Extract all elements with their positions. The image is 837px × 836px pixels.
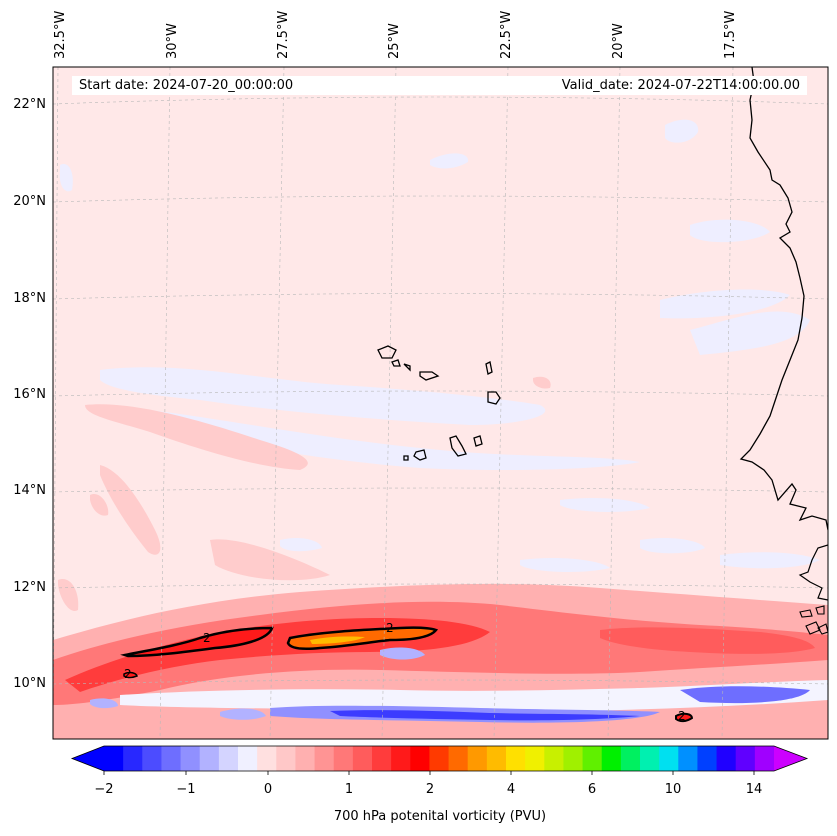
colorbar-segment [429,746,450,771]
valid-date-text: Valid_date: 2024-07-22T14:00:00.00 [561,78,800,93]
colorbar-segment [199,746,220,771]
pv-low-patch-1 [380,647,425,660]
colorbar-segment [410,746,431,771]
africa-coastline-south [798,544,828,601]
pv-low-patch-3 [90,698,118,709]
colorbar-segment [754,746,775,771]
colorbar-tick-neg2: −2 [94,782,114,797]
lat-label-10n: 10°N [13,676,46,691]
colorbar [70,745,809,775]
contour-label-south: 2 [678,709,686,723]
pv-low-streak-core [330,710,640,721]
weak-positive-patches [58,376,551,611]
contour-label-sw: 2 [124,667,132,681]
pv-low-streak-1 [120,680,828,712]
colorbar-segment [391,746,411,771]
colorbar-tick-neg1: −1 [176,782,196,797]
colorbar-arrow-left [72,746,104,771]
lat-label-22n: 22°N [13,97,46,112]
map-area [53,67,828,739]
lat-label-12n: 12°N [13,580,46,595]
colorbar-segment [659,746,679,771]
pv-band-core-east [600,627,815,654]
colorbar-segment [295,746,316,771]
colorbar-tick-0: 0 [263,782,273,797]
colorbar-segment [352,746,373,771]
pv-low-streak-east [680,686,810,704]
pv-max-core-sw [123,671,138,679]
colorbar-tick-1: 1 [344,782,354,797]
colorbar-tick-2: 2 [425,782,435,797]
colorbar-label: 700 hPa potenital vorticity (PVU) [333,809,547,824]
colorbar-segment [735,746,756,771]
lat-label-18n: 18°N [13,291,46,306]
colorbar-segment [506,746,526,771]
pv-band-middle [53,601,828,705]
colorbar-tick-6: 6 [587,782,597,797]
colorbar-segment [218,746,239,771]
start-date-text: Start date: 2024-07-20_00:00:00 [79,78,294,93]
colorbar-segment [333,746,354,771]
bissagos-islands [799,605,828,635]
colorbar-segment [142,746,163,771]
colorbar-tick-14: 14 [745,782,763,797]
colorbar-segment [467,746,488,771]
colorbar-segment [448,746,469,771]
lon-label-22-5w: 22.5°W [499,10,514,59]
colorbar-segment [161,746,182,771]
lon-label-30w: 30°W [165,23,180,59]
colorbar-segment [678,746,699,771]
graticule [53,67,828,739]
pv-max-core-west [120,626,274,658]
info-banner [72,76,807,95]
cape-verde-islands [377,345,501,461]
colorbar-arrow-right [774,746,807,771]
colorbar-segment [238,746,258,771]
colorbar-segment [563,746,584,771]
colorbar-tick-10: 10 [664,782,682,797]
colorbar-segment [104,746,124,771]
contour-label-center: 2 [386,621,394,635]
colorbar-segment [716,746,737,771]
colorbar-segment [620,746,641,771]
lat-label-20n: 20°N [13,194,46,209]
colorbar-segment [123,746,143,771]
colorbar-segment [257,746,277,771]
lon-label-25w: 25°W [387,23,402,59]
lon-label-32-5w: 32.5°W [53,10,68,59]
colorbar-segment [601,746,622,771]
lon-label-20w: 20°W [611,23,626,59]
lat-label-14n: 14°N [13,483,46,498]
pv-low-patch-2 [220,708,266,720]
colorbar-segment [697,746,718,771]
contour-label-west: 2 [203,631,211,645]
colorbar-segment [486,746,507,771]
lon-label-27-5w: 27.5°W [276,10,291,59]
lon-label-17-5w: 17.5°W [723,10,738,59]
africa-coastline [739,67,828,531]
colorbar-segment [372,746,392,771]
map-frame [52,66,829,740]
colorbar-segment [582,746,603,771]
colorbar-segment [276,746,297,771]
lat-label-16n: 16°N [13,387,46,402]
pv-orange-inner [310,636,365,644]
colorbar-segment [180,746,201,771]
colorbar-tick-4: 4 [506,782,516,797]
colorbar-segment [640,746,660,771]
pv-max-core-south [675,712,694,723]
colorbar-segment [525,746,545,771]
colorbar-segment [544,746,565,771]
colorbar-segment [314,746,335,771]
